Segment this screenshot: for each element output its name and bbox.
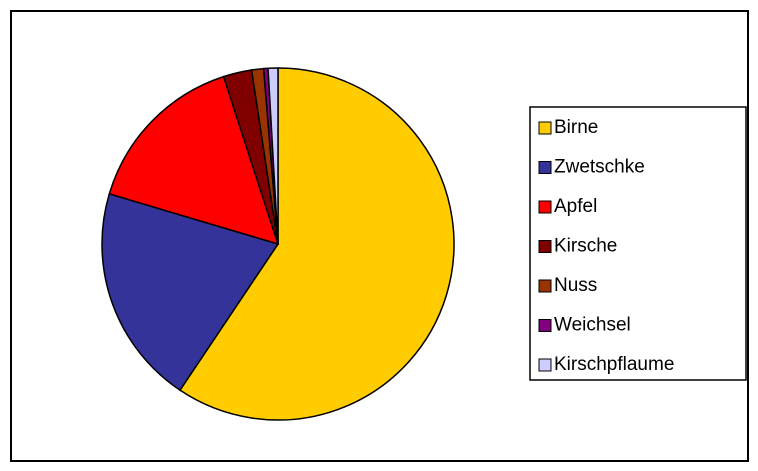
legend-swatch <box>538 121 552 135</box>
pie-slice <box>108 75 280 246</box>
legend-label: Apfel <box>554 196 597 217</box>
pie-slice <box>101 192 280 392</box>
legend-label: Kirsche <box>554 236 617 257</box>
legend-box <box>529 106 747 381</box>
legend-swatch <box>538 358 552 372</box>
pie-slice <box>178 67 455 421</box>
legend-swatch <box>538 319 552 332</box>
legend-label: Weichsel <box>554 315 631 336</box>
legend-label: Zwetschke <box>554 157 645 178</box>
legend-label: Kirschpflaume <box>554 354 674 375</box>
legend-label: Birne <box>554 117 598 138</box>
legend-swatch <box>538 161 552 174</box>
legend-swatch <box>538 279 552 293</box>
legend-swatch <box>538 240 552 253</box>
legend-label: Nuss <box>554 275 597 296</box>
legend-swatch <box>538 200 552 214</box>
pie-slice <box>267 67 279 245</box>
